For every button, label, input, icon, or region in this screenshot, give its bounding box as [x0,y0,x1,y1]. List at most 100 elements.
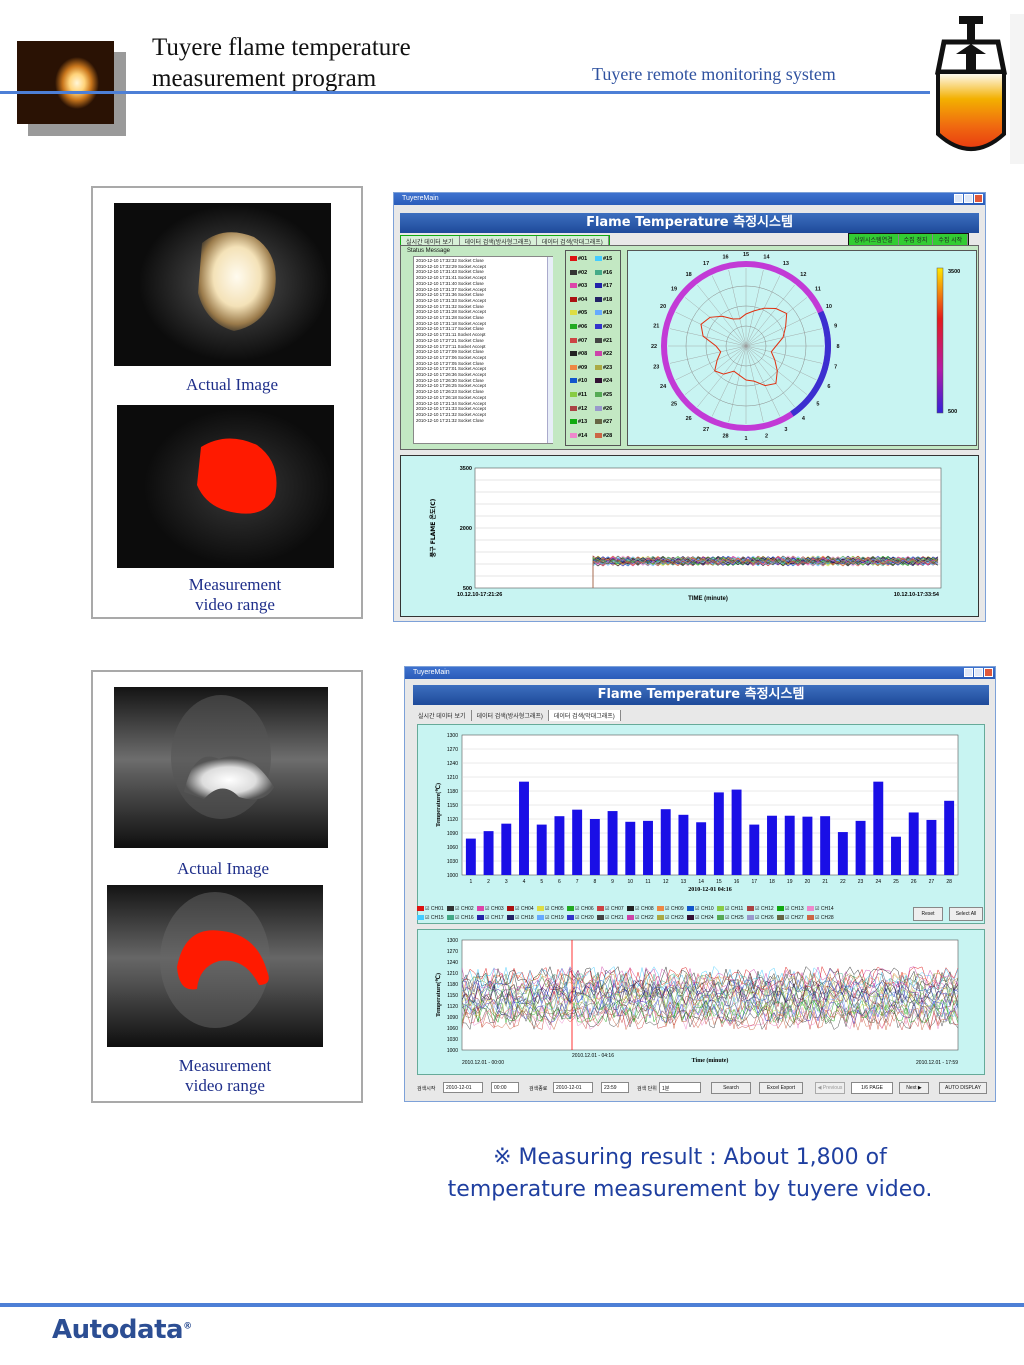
channel-checkbox-ch07[interactable]: ☑ CH07 [597,905,627,914]
radial-spoke [745,269,764,347]
channel-checkbox-ch05[interactable]: ☑ CH05 [537,905,567,914]
excel-export-button[interactable]: Excel Export [759,1082,803,1094]
bar-x-tick-label: 7 [576,879,579,885]
result-line-2: temperature measurement by tuyere video. [447,1177,933,1202]
status-line: 2010-12-10 17:27:11 Socket Accept [416,343,486,349]
maximize-button[interactable] [974,668,983,677]
bar-chart-area: 1300 1270 1240 1210 1180 1150 1120 1090 1060 1030… [417,724,985,924]
previous-button[interactable]: ◀ Previous [815,1082,845,1094]
channel-legend-item: #27 [595,416,612,430]
channel-color-swatch [447,915,454,921]
tab-radial-search[interactable]: 데이터 검색(방사형그래프) [472,710,549,721]
channel-checkbox-ch16[interactable]: ☑ CH16 [447,914,477,923]
channel-checkbox-ch03[interactable]: ☑ CH03 [477,905,507,914]
channel-checkbox-ch06[interactable]: ☑ CH06 [567,905,597,914]
channel-checkbox-ch08[interactable]: ☑ CH08 [627,905,657,914]
search-start-label: 검색시작 [417,1086,436,1092]
bar-x-tick-label: 9 [611,879,614,885]
tab-realtime[interactable]: 실시간 데이터 보기 [413,710,472,721]
screen1-upper-area: Status Message 2010-12-10 17:32:32 Socke… [400,245,979,450]
bar-ch23 [855,820,866,875]
radial-channel-label: 23 [653,364,659,370]
channel-legend-item: #23 [595,362,612,376]
search-start-date[interactable]: 2010-12-01 [443,1082,483,1093]
channel-checkbox-ch22[interactable]: ☑ CH22 [627,914,657,923]
tab-bar-search[interactable]: 데이터 검색(막대그래프) [537,236,609,247]
channel-checkbox-ch01[interactable]: ☑ CH01 [417,905,447,914]
line-series [461,1005,959,1031]
channel-checkbox-ch27[interactable]: ☑ CH27 [777,914,807,923]
close-button[interactable] [984,668,993,677]
channel-legend-label: #22 [603,351,613,358]
channel-checkbox-ch26[interactable]: ☑ CH26 [747,914,777,923]
channel-color-swatch [570,337,577,343]
channel-checkbox-ch18[interactable]: ☑ CH18 [507,914,537,923]
select-all-button[interactable]: Select All [949,907,983,921]
channel-checkbox-ch12[interactable]: ☑ CH12 [747,905,777,914]
screen1-titlebar: TuyereMain [394,193,985,205]
channel-checkbox-ch25[interactable]: ☑ CH25 [717,914,747,923]
bar-y-tick-label: 1000 [447,873,458,879]
search-unit-select[interactable]: 1분 [659,1082,701,1093]
channel-color-swatch [570,296,577,302]
channel-checkbox-ch10[interactable]: ☑ CH10 [687,905,717,914]
minimize-button[interactable] [964,668,973,677]
channel-checkbox-label: CH25 [730,915,744,921]
radial-spoke [745,328,823,347]
channel-checkbox-ch09[interactable]: ☑ CH09 [657,905,687,914]
channel-checkbox-ch21[interactable]: ☑ CH21 [597,914,627,923]
search-start-time[interactable]: 00:00 [491,1082,519,1093]
channel-checkbox-ch23[interactable]: ☑ CH23 [657,914,687,923]
bar-x-tick-label: 6 [558,879,561,885]
checkbox-checked-icon: ☑ [815,906,821,912]
search-end-time[interactable]: 23:59 [601,1082,629,1093]
radial-channel-label: 13 [783,261,789,267]
radial-spoke [728,345,747,423]
channel-checkbox-ch02[interactable]: ☑ CH02 [447,905,477,914]
channel-checkbox-ch28[interactable]: ☑ CH28 [807,914,837,923]
channel-color-swatch [597,906,604,912]
start-collect-button[interactable]: 수집 시작 [933,234,969,245]
minimize-button[interactable] [954,194,963,203]
channel-checkbox-label: CH08 [640,906,654,912]
channel-color-swatch [537,906,544,912]
bar-y-tick-label: 1180 [447,789,458,795]
channel-checkbox-ch14[interactable]: ☑ CH14 [807,905,837,914]
radial-channel-label: 19 [671,287,677,293]
status-scrollbar[interactable] [547,257,553,443]
search-button[interactable]: Search [711,1082,751,1094]
bar-ch6 [554,816,565,875]
tab-radial-search[interactable]: 데이터 검색(방사형그래프) [460,236,537,247]
channel-checkbox-ch11[interactable]: ☑ CH11 [717,905,747,914]
auto-display-button[interactable]: AUTO DISPLAY [939,1082,987,1094]
bar-ch24 [873,781,884,875]
tab-realtime[interactable]: 실시간 데이터 보기 [401,236,460,247]
channel-checkbox-ch17[interactable]: ☑ CH17 [477,914,507,923]
next-button[interactable]: Next ▶ [899,1082,929,1094]
status-message-list[interactable]: 2010-12-10 17:32:32 Socket Close 2010-12-… [413,256,553,444]
upper-system-button[interactable]: 상위시스템연결 [849,234,899,245]
channel-checkbox-ch24[interactable]: ☑ CH24 [687,914,717,923]
channel-legend-label: #14 [578,432,588,439]
reset-button[interactable]: Reset [913,907,943,921]
channel-color-swatch [417,915,424,921]
channel-checkbox-ch04[interactable]: ☑ CH04 [507,905,537,914]
stop-collect-button[interactable]: 수집 정지 [899,234,934,245]
channel-legend-item: #25 [595,389,612,403]
channel-checkbox-ch19[interactable]: ☑ CH19 [537,914,567,923]
channel-checkbox-legend: ☑ CH01 ☑ CH02 ☑ CH03 ☑ CH04 ☑ CH05 ☑ CH06 ☑ CH… [417,905,917,923]
tab-bar-search[interactable]: 데이터 검색(막대그래프) [548,710,621,721]
maximize-button[interactable] [964,194,973,203]
channel-checkbox-ch15[interactable]: ☑ CH15 [417,914,447,923]
channel-checkbox-ch20[interactable]: ☑ CH20 [567,914,597,923]
channel-legend-item: #24 [595,375,612,389]
checkbox-checked-icon: ☑ [695,906,701,912]
radial-channel-label: 2 [765,434,768,440]
radial-channel-label: 18 [686,272,692,278]
search-end-date[interactable]: 2010-12-01 [553,1082,593,1093]
channel-checkbox-label: CH28 [820,915,834,921]
trend-series-line [592,555,939,588]
bar-y-axis-label: Temperature(℃) [435,783,442,827]
close-button[interactable] [974,194,983,203]
channel-checkbox-ch13[interactable]: ☑ CH13 [777,905,807,914]
